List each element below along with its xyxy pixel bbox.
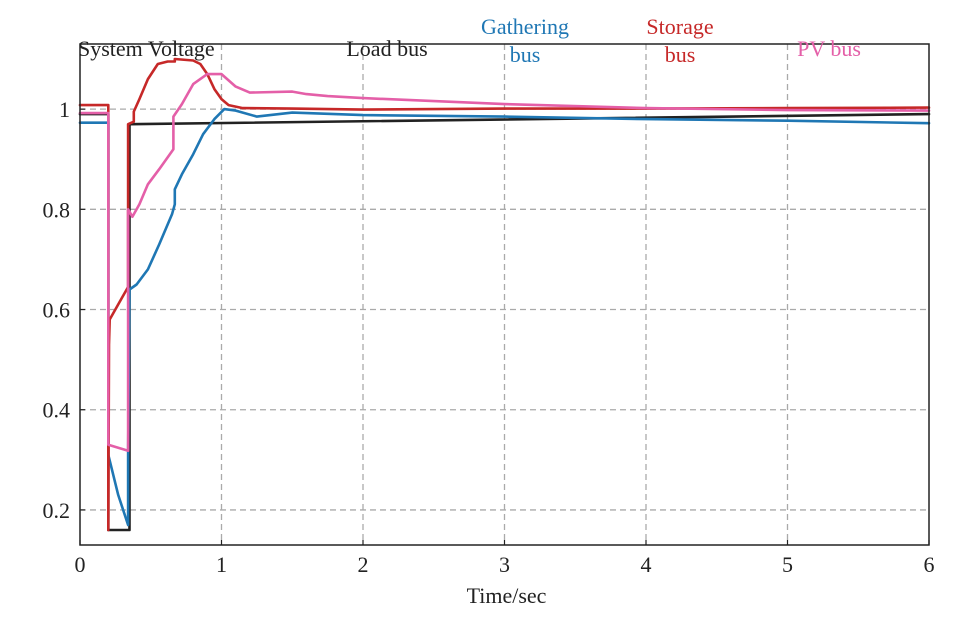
y-tick-label: 0.8	[43, 197, 71, 222]
x-tick-label: 3	[499, 552, 510, 577]
x-tick-label: 2	[358, 552, 369, 577]
chart-title: System Voltage	[78, 36, 215, 61]
x-tick-label: 1	[216, 552, 227, 577]
series-layer	[78, 57, 931, 532]
x-tick-label: 4	[641, 552, 652, 577]
x-tick-label: 6	[924, 552, 935, 577]
y-tick-label: 1	[59, 97, 70, 122]
x-axis-label: Time/sec	[467, 583, 547, 608]
legend-label-storage-bus: Storage bus	[646, 14, 713, 67]
y-tick-label: 0.6	[43, 298, 71, 323]
legend: Load bus Gathering bus Storage bus PV bus	[346, 14, 861, 67]
y-tick-label: 0.4	[43, 398, 71, 423]
x-tick-label: 0	[75, 552, 86, 577]
ticks: 0 1 2 3 4 5 6 0.2 0.4 0.6 0.8 1	[43, 97, 935, 577]
series-line-pv-bus	[78, 72, 931, 453]
series-line-storage-bus	[78, 57, 931, 532]
legend-label-load-bus: Load bus	[346, 36, 427, 61]
legend-label-gathering-bus: Gathering bus	[481, 14, 569, 67]
series-line-gathering-bus	[78, 107, 931, 527]
x-tick-label: 5	[782, 552, 793, 577]
legend-label-pv-bus: PV bus	[797, 36, 861, 61]
y-tick-label: 0.2	[43, 498, 71, 523]
